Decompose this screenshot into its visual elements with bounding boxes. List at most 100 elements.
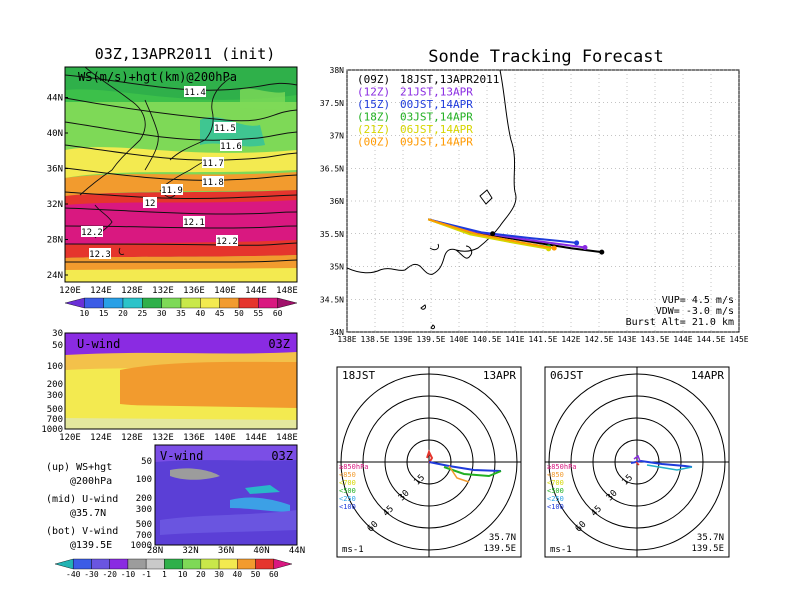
ws-colorbar-swatch	[122, 297, 143, 309]
track-legend-label: 00JST,14APR	[400, 98, 473, 111]
track-x-axis: 138E 138.5E 139E 139.5E 140E 140.5E 141E 141.5E…	[337, 335, 748, 344]
v-wind-y-tick-label: 300	[136, 505, 152, 515]
contour-label: 11.9	[161, 186, 183, 196]
ws-x-tick-label: 144E	[245, 286, 267, 296]
track-series-line	[427, 218, 549, 250]
hodograph-line	[630, 459, 693, 468]
hodograph-line	[633, 454, 641, 462]
v-wind-y-tick-label: 1000	[130, 541, 152, 551]
track-legend-time: (15Z)	[357, 98, 390, 111]
ws-colorbar-swatch	[238, 297, 259, 309]
track-y-tick-label: 36N	[330, 197, 345, 206]
ws-colorbar-swatch	[200, 297, 220, 309]
v-colorbar-label: -30	[84, 570, 99, 579]
u-wind-title: U-wind	[77, 337, 120, 351]
ws-x-tick-label: 136E	[183, 286, 205, 296]
polar-level-label: <500	[339, 487, 356, 495]
track-x-tick-label: 139E	[393, 335, 412, 344]
track-legend-label: 03JST,14APR	[400, 111, 473, 124]
v-colorbar-label: 60	[269, 570, 279, 579]
v-colorbar-swatch	[109, 558, 129, 570]
ws-map-title: WS(m/s)+hgt(km)@200hPa	[78, 70, 237, 84]
polar-level-label: <500	[547, 487, 564, 495]
track-y-tick-label: 36.5N	[320, 164, 344, 173]
track-series-line	[427, 218, 577, 244]
u-wind-x-tick-label: 128E	[121, 433, 143, 443]
ws-colorbar-swatch	[277, 297, 298, 309]
contour-label: 11.5	[214, 124, 236, 134]
u-wind-x-tick-label: 140E	[214, 433, 236, 443]
polar-level-label: <250	[547, 495, 564, 503]
track-x-tick-label: 140.5E	[473, 335, 502, 344]
track-legend-label: 06JST,14APR	[400, 123, 473, 136]
v-wind-field	[155, 445, 297, 545]
legend-up-level: @200hPa	[70, 476, 112, 487]
ws-y-tick-label: 44N	[47, 94, 63, 104]
v-wind-y-tick-label: 500	[136, 520, 152, 530]
track-y-tick-label: 37.5N	[320, 99, 344, 108]
ws-y-tick-label: 40N	[47, 129, 63, 139]
v-colorbar-label: 20	[196, 570, 206, 579]
left-title: 03Z,13APR2011 (init)	[95, 45, 276, 63]
track-series-line	[427, 218, 555, 250]
polar-lat: 35.7N	[489, 533, 516, 543]
ws-x-tick-label: 128E	[121, 286, 143, 296]
track-legend-time: (18Z)	[357, 111, 390, 124]
track-legend: (09Z) 18JST,13APR2011 (12Z) 21JST,13APR (15Z…	[357, 73, 499, 149]
legend-mid-level: @35.7N	[70, 508, 106, 519]
launch-point	[490, 231, 496, 237]
ws-colorbar-swatch	[142, 297, 162, 309]
hodograph-line	[428, 461, 502, 472]
u-wind-y-tick-label: 200	[47, 380, 63, 390]
polar-right-label: 13APR	[483, 369, 516, 382]
track-x-tick-label: 140E	[449, 335, 468, 344]
polar-level-label: ≥850hPa	[547, 463, 577, 471]
ws-colorbar-swatch	[84, 297, 104, 309]
panel-legend: (up) WS+hgt @200hPa (mid) U-wind @35.7N …	[46, 462, 118, 551]
track-legend-time: (09Z)	[357, 73, 390, 86]
legend-up: (up) WS+hgt	[46, 462, 112, 473]
v-colorbar-label: 10	[178, 570, 188, 579]
ws-colorbar-swatch	[103, 297, 124, 309]
polar-lat: 35.7N	[697, 533, 724, 543]
v-colorbar-label: 30	[214, 570, 224, 579]
v-wind-x-tick-label: 28N	[147, 546, 163, 556]
v-colorbar-swatch	[218, 558, 238, 570]
hodograph-line	[448, 465, 470, 483]
track-map-panel: (09Z) 18JST,13APR2011 (12Z) 21JST,13APR (15Z…	[320, 66, 749, 344]
track-y-tick-label: 37N	[330, 132, 345, 141]
polar-level-label: <100	[547, 503, 564, 511]
ws-colorbar-swatch	[64, 297, 85, 309]
ws-colorbar-label: 20	[118, 309, 128, 318]
ws-y-axis: 24N 28N 32N 36N 40N 44N	[47, 94, 68, 281]
v-wind-y-tick-label: 100	[136, 475, 152, 485]
track-coastline	[347, 70, 517, 330]
v-colorbar-swatch	[237, 558, 256, 570]
ws-colorbar-label: 35	[176, 309, 186, 318]
v-colorbar-swatch	[127, 558, 147, 570]
v-colorbar-swatch	[200, 558, 220, 570]
polar-level-label: <850	[339, 471, 356, 479]
track-legend-time: (00Z)	[357, 136, 390, 149]
polar-left-label: 06JST	[550, 369, 583, 382]
v-colorbar-swatch	[182, 558, 202, 570]
polar-hodograph	[426, 449, 502, 483]
contour-label: 12.1	[183, 218, 205, 228]
v-colorbar-swatch	[164, 558, 183, 570]
track-grid	[346, 69, 740, 333]
hodograph-line	[635, 461, 640, 466]
polar-level-label: ≥850hPa	[339, 463, 369, 471]
v-wind-y-tick-label: 700	[136, 531, 152, 541]
polar-lon: 139.5E	[483, 544, 516, 554]
v-wind-y-tick-label: 50	[141, 457, 152, 467]
u-wind-x-tick-label: 144E	[245, 433, 267, 443]
polar-level-label: <250	[339, 495, 356, 503]
track-y-tick-label: 34.5N	[320, 295, 344, 304]
polar-rings	[337, 367, 521, 557]
v-wind-x-axis: 28N 32N 36N 40N 44N	[147, 546, 305, 556]
v-colorbar-label: 1	[162, 570, 167, 579]
track-x-tick-label: 143.5E	[641, 335, 670, 344]
u-wind-x-tick-label: 148E	[276, 433, 298, 443]
